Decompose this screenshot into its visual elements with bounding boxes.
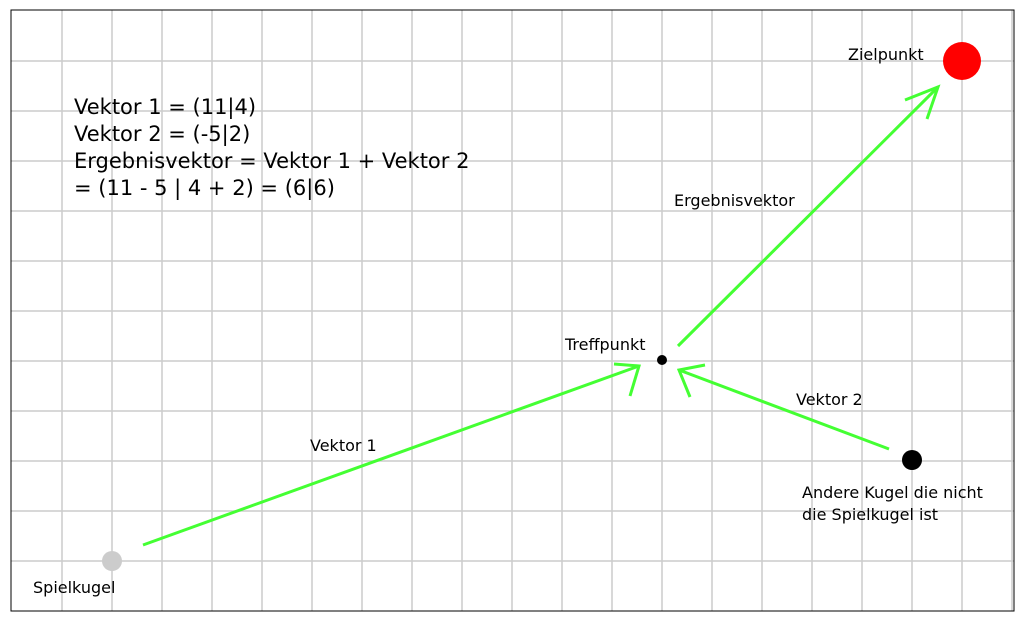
vector-1-arrow [142, 362, 641, 547]
other-ball-label-line-1: Andere Kugel die nicht [802, 483, 983, 502]
cue-ball-label: Spielkugel [33, 578, 115, 597]
vector-1-label: Vektor 1 [310, 436, 377, 455]
target-ball [943, 42, 981, 80]
calc-line-2: Vektor 2 = (-5|2) [74, 122, 250, 147]
impact-point [657, 355, 667, 365]
target-label: Zielpunkt [848, 45, 924, 64]
vector-2-label: Vektor 2 [796, 390, 863, 409]
cue-ball [102, 551, 122, 571]
other-ball [902, 450, 922, 470]
diagram-frame [10, 9, 1015, 612]
vector-2-arrow [676, 363, 890, 451]
result-vector-label: Ergebnisvektor [674, 191, 795, 210]
calc-line-1: Vektor 1 = (11|4) [74, 95, 256, 120]
result-vector-arrow [676, 84, 941, 348]
grid [11, 10, 1014, 611]
impact-point-label: Treffpunkt [564, 335, 646, 354]
calc-line-3: Ergebnisvektor = Vektor 1 + Vektor 2 [74, 149, 469, 173]
calc-line-4: = (11 - 5 | 4 + 2) = (6|6) [74, 176, 335, 201]
other-ball-label-line-2: die Spielkugel ist [802, 505, 938, 524]
